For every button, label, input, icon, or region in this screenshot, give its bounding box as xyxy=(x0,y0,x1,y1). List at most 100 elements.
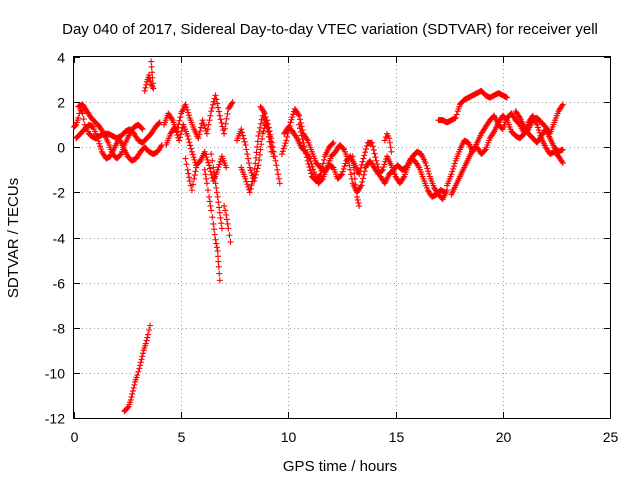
data-point xyxy=(176,137,183,144)
data-point xyxy=(258,135,265,142)
data-point xyxy=(373,157,380,164)
data-point xyxy=(297,128,304,135)
data-point xyxy=(223,164,230,171)
data-point xyxy=(192,168,199,175)
data-point xyxy=(278,151,285,158)
data-point xyxy=(183,104,190,111)
data-point xyxy=(276,180,283,187)
data-point xyxy=(306,164,313,171)
data-point xyxy=(504,94,511,101)
data-point xyxy=(143,81,150,88)
data-point xyxy=(295,111,302,118)
data-point xyxy=(205,121,212,128)
y-axis: -12 -10 -8 -6 -4 -2 0 2 4 xyxy=(45,50,610,427)
data-point xyxy=(98,146,105,153)
data-point xyxy=(177,131,184,138)
data-point xyxy=(203,154,210,161)
data-point xyxy=(190,154,197,161)
data-point xyxy=(150,85,157,92)
data-point xyxy=(307,167,314,174)
y-tick-label: -10 xyxy=(45,366,65,382)
data-point xyxy=(351,170,358,177)
data-point xyxy=(490,129,497,136)
data-point xyxy=(256,157,263,164)
data-point xyxy=(202,151,209,158)
data-point xyxy=(222,207,229,214)
data-point xyxy=(248,169,255,176)
data-point xyxy=(156,119,163,126)
data-point xyxy=(252,160,259,167)
data-point xyxy=(215,108,222,115)
data-point xyxy=(206,162,213,169)
x-tick-label: 15 xyxy=(389,429,405,445)
data-point xyxy=(246,189,253,196)
data-point xyxy=(303,154,310,161)
data-point xyxy=(97,143,104,150)
data-point xyxy=(254,138,261,145)
x-tick-label: 25 xyxy=(603,429,619,445)
data-point xyxy=(216,277,223,284)
data-point xyxy=(296,116,303,123)
data-point xyxy=(249,178,256,185)
data-point xyxy=(94,135,101,142)
data-point xyxy=(352,181,359,188)
data-point xyxy=(339,168,346,175)
data-point xyxy=(400,174,407,181)
data-point xyxy=(184,132,191,139)
data-point xyxy=(535,127,542,134)
data-point xyxy=(300,139,307,146)
data-point xyxy=(481,147,488,154)
data-point xyxy=(244,181,251,188)
data-point xyxy=(212,180,219,187)
data-point xyxy=(559,160,566,167)
data-point xyxy=(206,165,213,172)
data-point xyxy=(155,120,162,127)
data-point xyxy=(251,165,258,172)
data-point xyxy=(229,99,236,106)
data-point xyxy=(144,331,151,338)
data-point xyxy=(135,368,142,375)
data-point xyxy=(214,166,221,173)
data-point xyxy=(124,404,131,411)
data-point xyxy=(205,187,211,194)
data-point xyxy=(149,80,156,87)
data-point xyxy=(224,220,231,227)
data-point xyxy=(360,175,367,182)
data-point xyxy=(217,214,224,221)
data-point xyxy=(216,161,223,168)
data-point xyxy=(172,126,179,133)
data-point xyxy=(348,171,355,178)
y-tick-label: 2 xyxy=(57,95,65,111)
data-point xyxy=(330,139,337,146)
data-point xyxy=(212,92,219,99)
data-point xyxy=(558,158,565,165)
data-point xyxy=(319,164,326,171)
data-point xyxy=(142,340,149,347)
data-point xyxy=(349,153,356,160)
data-point xyxy=(184,166,191,173)
data-point xyxy=(227,239,234,246)
data-point xyxy=(379,166,386,173)
data-point xyxy=(245,160,252,167)
data-point xyxy=(212,236,219,243)
data-point xyxy=(275,175,282,182)
data-point xyxy=(357,183,364,190)
data-point xyxy=(386,139,393,146)
data-point xyxy=(216,204,223,211)
data-point xyxy=(206,117,213,124)
data-point xyxy=(358,161,365,168)
data-point xyxy=(148,58,155,65)
data-point xyxy=(426,170,433,177)
data-point xyxy=(137,359,144,366)
y-tick-label: 0 xyxy=(57,140,65,156)
data-point xyxy=(369,139,376,146)
data-point xyxy=(238,126,245,133)
data-point xyxy=(388,148,395,155)
data-point xyxy=(302,150,309,157)
data-point xyxy=(136,365,143,372)
data-point xyxy=(299,136,306,143)
data-point xyxy=(266,133,273,140)
data-point xyxy=(450,165,457,172)
data-point xyxy=(213,184,220,191)
data-point xyxy=(558,102,565,109)
